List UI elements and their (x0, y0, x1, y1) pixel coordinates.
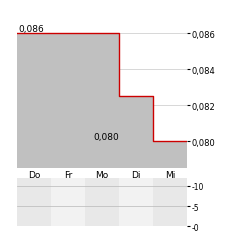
Bar (51, 178, 85, 226)
Text: Di: Di (131, 170, 141, 179)
Text: 0,080: 0,080 (93, 133, 119, 142)
Bar (17, 178, 51, 226)
Bar (119, 178, 153, 226)
Text: Do: Do (28, 170, 40, 179)
Bar (153, 178, 187, 226)
Bar (85, 178, 119, 226)
Text: Mo: Mo (95, 170, 109, 179)
Text: 0,086: 0,086 (18, 25, 44, 34)
Text: Fr: Fr (64, 170, 72, 179)
Text: Mi: Mi (165, 170, 175, 179)
